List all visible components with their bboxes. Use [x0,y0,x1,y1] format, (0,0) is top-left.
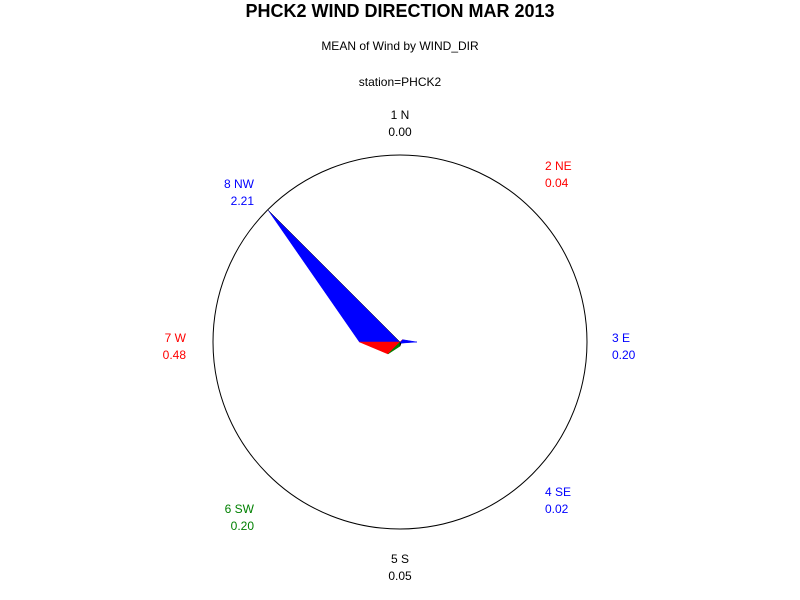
direction-labels: 1 N 0.00 2 NE 0.04 3 E 0.20 4 SE 0.02 5 S 0.05 6 S… [163,108,636,583]
direction-value-5-s: 0.05 [388,569,412,583]
direction-value-7-w: 0.48 [163,348,187,362]
wedge-1-n [267,209,401,343]
direction-label-3-e: 3 E [612,331,630,345]
direction-value-3-e: 0.20 [612,348,636,362]
direction-label-4-se: 4 SE [545,485,571,499]
wedge-4-se [399,341,417,344]
chart-subtitle: MEAN of Wind by WIND_DIR [321,39,479,53]
direction-value-2-ne: 0.04 [545,176,569,190]
wedge-2-ne [399,339,403,343]
direction-value-8-nw: 2.21 [231,194,255,208]
radar-outer-circle [212,154,588,530]
wedge-3-e [399,339,417,343]
direction-label-8-nw: 8 NW [224,177,255,191]
direction-label-7-w: 7 W [165,331,187,345]
direction-label-5-s: 5 S [391,552,409,566]
direction-value-4-se: 0.02 [545,502,569,516]
direction-label-1-n: 1 N [391,108,410,122]
chart-station-subtitle: station=PHCK2 [358,75,442,89]
direction-value-6-sw: 0.20 [231,519,255,533]
chart-title: PHCK2 WIND DIRECTION MAR 2013 [245,1,555,21]
wind-wedges [267,209,417,355]
direction-label-2-ne: 2 NE [545,159,572,173]
direction-label-6-sw: 6 SW [225,502,255,516]
direction-value-1-n: 0.00 [388,125,412,139]
